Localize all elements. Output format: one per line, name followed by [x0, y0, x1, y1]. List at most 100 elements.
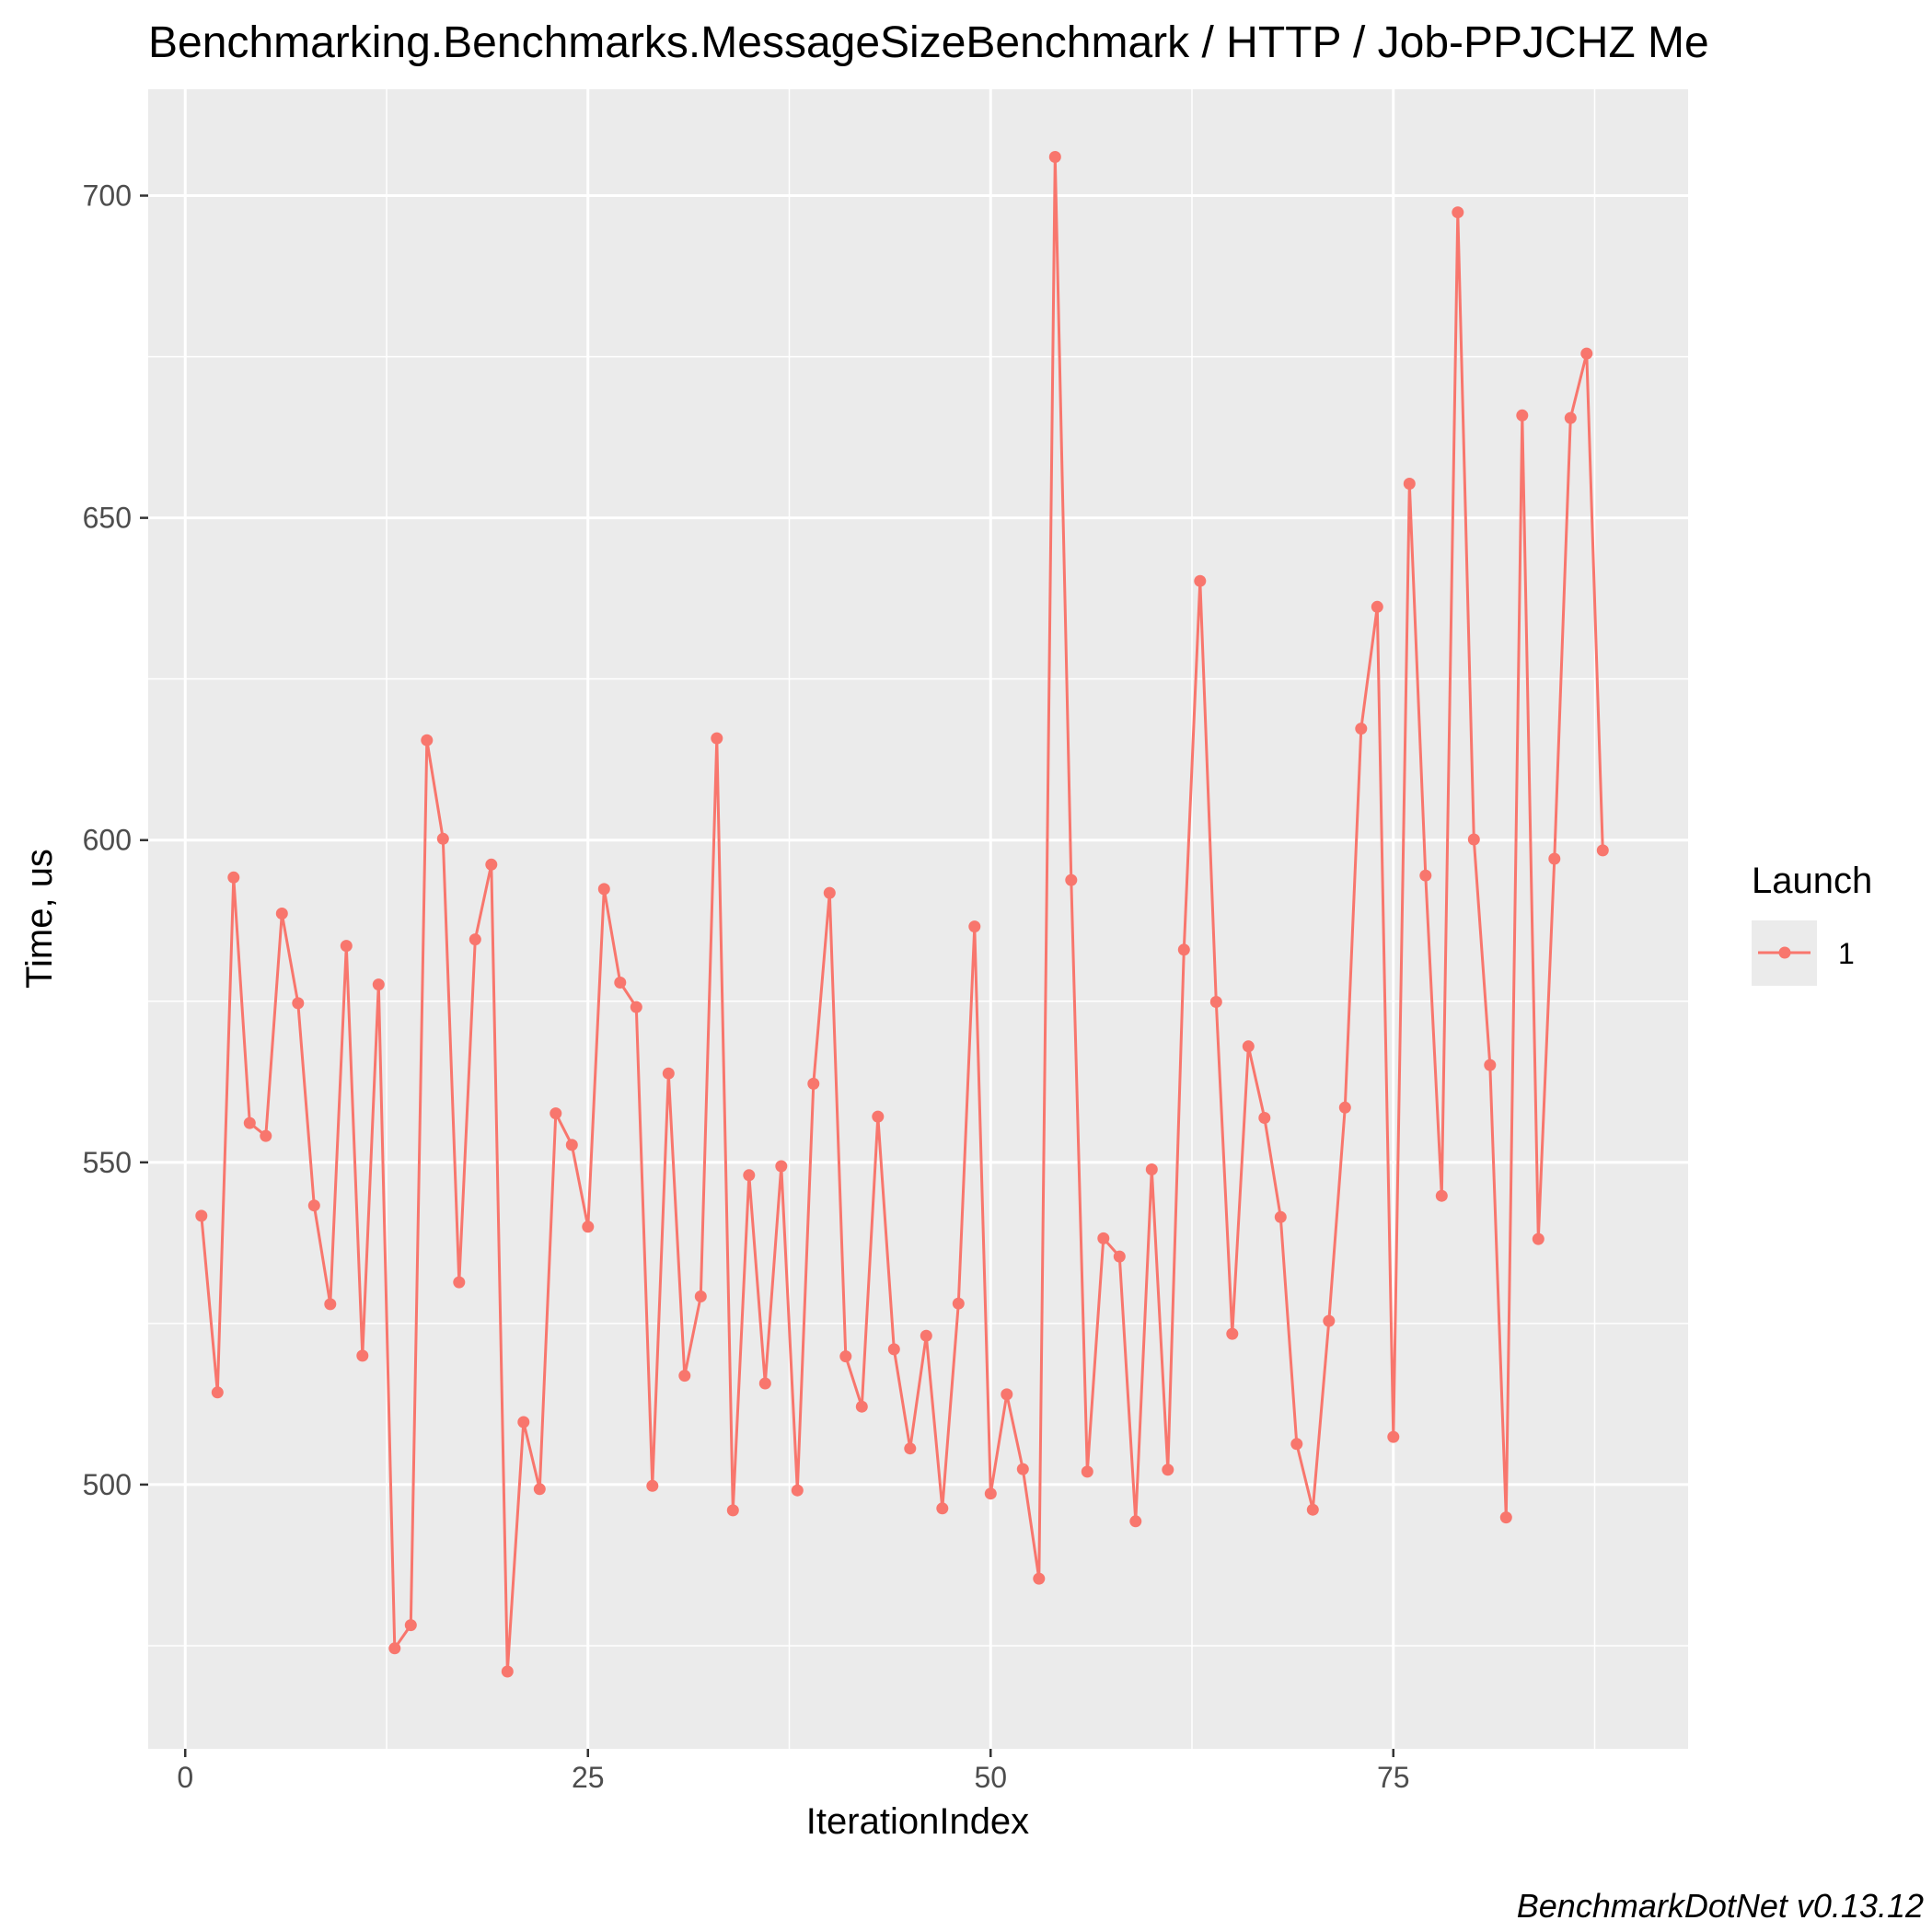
- chart-title: Benchmarking.Benchmarks.MessageSizeBench…: [148, 18, 1709, 67]
- data-point: [952, 1297, 965, 1310]
- data-point: [1209, 996, 1222, 1008]
- data-point: [260, 1129, 272, 1142]
- data-point: [1258, 1112, 1271, 1124]
- data-point: [1033, 1572, 1046, 1585]
- x-tick-label: 0: [177, 1761, 193, 1794]
- x-tick-label: 50: [974, 1761, 1007, 1794]
- data-point: [227, 871, 240, 884]
- data-point: [243, 1116, 256, 1129]
- data-point: [565, 1139, 578, 1151]
- x-axis-title: IterationIndex: [806, 1801, 1029, 1842]
- data-point: [807, 1077, 820, 1090]
- data-point: [324, 1298, 337, 1311]
- data-point: [1290, 1438, 1303, 1451]
- y-tick-label: 700: [83, 179, 132, 213]
- data-point: [501, 1665, 514, 1678]
- data-point: [597, 883, 610, 896]
- data-point: [340, 940, 353, 953]
- data-point: [436, 832, 449, 845]
- data-point: [469, 933, 481, 946]
- legend-label-series-1: 1: [1838, 937, 1855, 970]
- y-tick-label: 500: [83, 1468, 132, 1501]
- series-line-1: [200, 156, 1604, 1673]
- data-point: [678, 1370, 691, 1382]
- series-layer: [195, 151, 1609, 1678]
- x-tick-label: 25: [572, 1761, 605, 1794]
- data-point: [307, 1199, 320, 1212]
- data-point: [630, 1001, 642, 1013]
- y-tick-label: 550: [83, 1146, 132, 1179]
- data-point: [855, 1400, 868, 1413]
- data-point: [1516, 409, 1529, 422]
- data-point: [1129, 1515, 1142, 1528]
- data-point: [1371, 600, 1383, 613]
- plot-panel: [148, 89, 1688, 1749]
- data-point: [1403, 478, 1416, 490]
- data-point: [1242, 1040, 1255, 1053]
- data-point: [404, 1619, 417, 1632]
- data-point: [1081, 1465, 1093, 1478]
- data-point: [388, 1642, 401, 1655]
- data-point: [1145, 1163, 1158, 1175]
- data-point: [1323, 1314, 1336, 1327]
- data-point: [292, 997, 305, 1010]
- data-point: [775, 1160, 788, 1173]
- data-point: [662, 1067, 675, 1080]
- data-point: [1564, 411, 1577, 424]
- data-point: [1001, 1388, 1013, 1401]
- y-axis-title: Time, us: [19, 849, 60, 989]
- data-point: [726, 1504, 739, 1517]
- data-point: [1226, 1327, 1239, 1340]
- data-point: [1306, 1503, 1319, 1516]
- data-point: [968, 920, 981, 933]
- data-point: [904, 1442, 917, 1455]
- data-point: [1435, 1189, 1448, 1202]
- x-tick-label: 75: [1377, 1761, 1410, 1794]
- grid-minor: [148, 89, 1688, 1749]
- y-tick-label: 600: [83, 824, 132, 857]
- data-point: [1162, 1463, 1174, 1476]
- data-point: [758, 1377, 771, 1390]
- data-point: [356, 1349, 369, 1362]
- data-point: [275, 908, 288, 920]
- data-point: [1274, 1210, 1287, 1223]
- data-point: [453, 1276, 466, 1289]
- data-point: [1484, 1059, 1497, 1071]
- data-point: [533, 1483, 546, 1496]
- data-point: [1596, 844, 1609, 857]
- legend-title: Launch: [1752, 861, 1872, 901]
- data-point: [195, 1209, 208, 1222]
- data-point: [1355, 723, 1368, 735]
- data-point: [614, 977, 627, 989]
- data-point: [211, 1386, 224, 1399]
- data-point: [421, 734, 434, 746]
- data-point: [823, 886, 836, 899]
- data-point: [984, 1487, 997, 1500]
- caption: BenchmarkDotNet v0.13.12: [1517, 1887, 1924, 1925]
- data-point: [1419, 869, 1432, 882]
- legend-key-point: [1778, 946, 1791, 959]
- data-point: [1467, 833, 1480, 846]
- data-point: [694, 1290, 707, 1302]
- data-point: [1580, 347, 1593, 360]
- data-point: [872, 1110, 885, 1123]
- data-point: [646, 1479, 659, 1492]
- legend: Launch 1: [1752, 861, 1872, 986]
- data-point: [711, 732, 723, 745]
- data-point: [1016, 1463, 1029, 1475]
- data-point: [550, 1107, 562, 1120]
- data-point: [1113, 1250, 1126, 1263]
- data-point: [936, 1502, 949, 1515]
- y-tick-label: 650: [83, 502, 132, 535]
- data-point: [1532, 1232, 1544, 1245]
- data-point: [372, 978, 385, 991]
- data-point: [839, 1350, 852, 1363]
- data-point: [887, 1343, 900, 1356]
- data-point: [1194, 574, 1207, 587]
- data-point: [582, 1221, 595, 1233]
- data-point: [1097, 1232, 1110, 1244]
- data-point: [1548, 852, 1561, 865]
- data-point: [1452, 206, 1464, 219]
- data-point: [1338, 1101, 1351, 1114]
